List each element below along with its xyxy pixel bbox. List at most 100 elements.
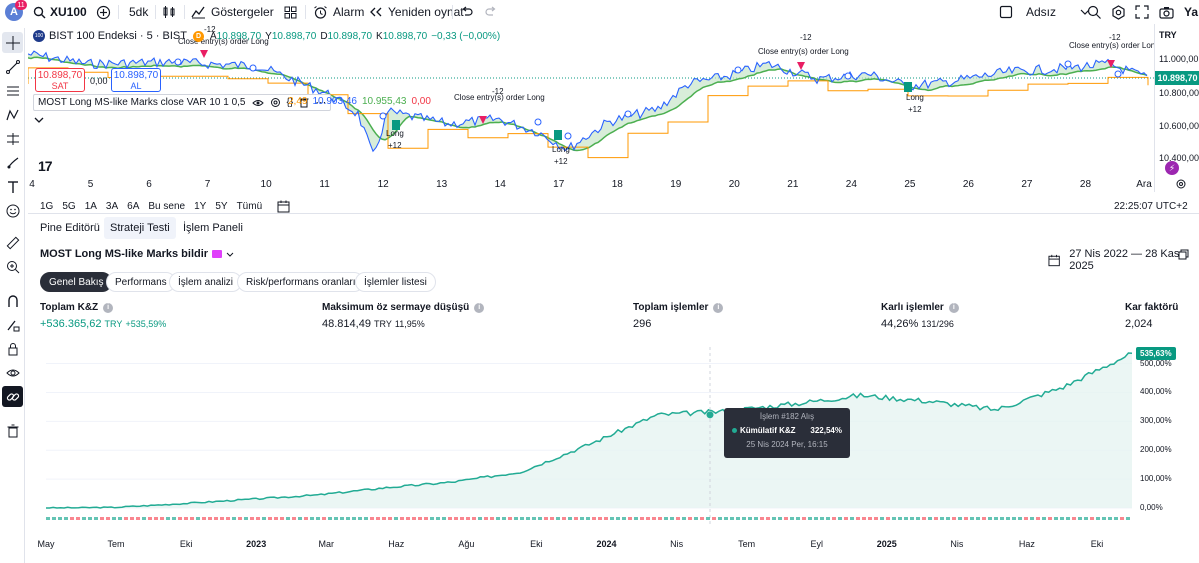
source-code-icon[interactable]: {} [286, 97, 294, 108]
range-5y[interactable]: 5Y [215, 200, 228, 212]
eye-icon[interactable] [251, 98, 264, 108]
indicators-button[interactable]: Göstergeler [191, 0, 274, 24]
trash-icon[interactable] [299, 97, 309, 108]
redo-button[interactable] [485, 0, 498, 24]
quick-search-button[interactable] [1087, 0, 1102, 24]
price-plot[interactable]: Close entry(s) order Long Close entry(s) … [28, 24, 1154, 176]
square-icon [999, 5, 1013, 19]
trendline-tool[interactable] [2, 56, 23, 77]
range-1y[interactable]: 1Y [194, 200, 207, 212]
emoji-tool[interactable] [2, 200, 23, 221]
crosshair-tool[interactable] [2, 32, 23, 53]
calendar-icon[interactable] [277, 200, 290, 213]
info-icon[interactable]: i [474, 302, 485, 313]
trade-bar [706, 517, 710, 520]
range-5d[interactable]: 5G [62, 200, 76, 212]
price-tick: 11.000,00 [1159, 54, 1199, 64]
zoom-tool[interactable] [2, 256, 23, 277]
delete-tool[interactable] [2, 420, 23, 441]
symbol-search[interactable]: XU100 [33, 0, 87, 24]
copy-icon[interactable] [1178, 249, 1189, 260]
fullscreen-button[interactable] [1135, 0, 1149, 24]
equity-x-tick: Eki [179, 539, 193, 549]
chart-type-button[interactable] [162, 0, 176, 24]
trade-bar [580, 517, 584, 520]
range-ytd[interactable]: Bu sene [148, 200, 186, 212]
info-icon[interactable]: i [713, 302, 724, 313]
sell-button[interactable]: 10.898,70 SAT [35, 68, 85, 92]
replay-button[interactable]: Yeniden oynat [369, 0, 464, 24]
draw-mode-tool[interactable] [2, 314, 23, 335]
more-icon[interactable]: ⋯ [315, 97, 327, 109]
time-axis[interactable]: 4 5 6 7 10 11 12 13 14 17 18 19 20 21 24 25 26 27 28 Ara [28, 176, 1154, 192]
info-icon[interactable]: i [103, 302, 114, 313]
snapshot-button[interactable] [1159, 0, 1174, 24]
subtab-overview[interactable]: Genel Bakış [40, 272, 113, 292]
tab-trading-panel[interactable]: İşlem Paneli [183, 222, 243, 234]
price-chart[interactable]: Close entry(s) order Long Close entry(s) … [28, 24, 1199, 192]
sync-drawings-tool[interactable] [2, 386, 23, 407]
visibility-tool[interactable] [2, 362, 23, 383]
trade-bar [376, 517, 380, 520]
trade-bar [994, 517, 998, 520]
price-axis[interactable]: TRY 11.000,00 10.898,70 10.800,00 10.600… [1154, 24, 1199, 192]
forecast-tool[interactable] [2, 128, 23, 149]
magnet-tool[interactable] [2, 290, 23, 311]
interval-button[interactable]: 5dk [129, 5, 149, 19]
subtab-risk-ratios[interactable]: Risk/performans oranları [237, 272, 365, 292]
range-all[interactable]: Tümü [236, 200, 263, 212]
trade-bar [1036, 517, 1040, 520]
trade-bar [496, 517, 500, 520]
range-1d[interactable]: 1G [40, 200, 54, 212]
range-6m[interactable]: 6A [127, 200, 140, 212]
fib-tool[interactable] [2, 80, 23, 101]
layouts-button[interactable] [284, 0, 297, 24]
trade-bar [844, 517, 848, 520]
trade-bar [430, 517, 434, 520]
trade-bar [364, 517, 368, 520]
strategy-selector[interactable]: MOST Long MS-like Marks bildir [40, 248, 234, 260]
text-tool[interactable] [2, 176, 23, 197]
layout-select[interactable]: Adsız [999, 0, 1090, 24]
clock[interactable]: 22:25:07 UTC+2 [1114, 200, 1188, 212]
trade-bar [1078, 517, 1082, 520]
subtab-trade-analysis[interactable]: İşlem analizi [169, 272, 243, 292]
subtab-performance[interactable]: Performans [106, 272, 176, 292]
trade-bar [1042, 517, 1046, 520]
trade-bar [598, 517, 602, 520]
info-icon[interactable]: i [948, 302, 959, 313]
metric-profitable-trades: Karlı işlemler i 44,26% 131/296 [881, 302, 959, 330]
settings-button[interactable] [1111, 0, 1126, 24]
ruler-tool[interactable] [2, 232, 23, 253]
tab-pine-editor[interactable]: Pine Editörü [40, 222, 100, 234]
trade-bar [382, 517, 386, 520]
equity-chart[interactable] [28, 342, 1199, 537]
compare-button[interactable] [96, 0, 111, 24]
gear-icon [1112, 4, 1125, 20]
axis-settings-button[interactable] [1175, 178, 1187, 193]
pattern-tool[interactable] [2, 104, 23, 125]
range-3m[interactable]: 3A [105, 200, 119, 212]
collapse-legend-button[interactable] [33, 114, 45, 128]
brush-tool[interactable] [2, 152, 23, 173]
settings-icon[interactable] [270, 97, 281, 108]
trade-bar [970, 517, 974, 520]
lock-tool[interactable] [2, 338, 23, 359]
tab-strategy-tester[interactable]: Strateji Testi [104, 217, 176, 239]
equity-x-tick: Eki [530, 539, 543, 549]
qty-label: -12 [204, 25, 216, 34]
date-range-selector[interactable]: 27 Nis 2022 — 28 Kas 2025 [1048, 248, 1199, 272]
lightning-icon[interactable]: ⚡ [1165, 161, 1179, 175]
trade-bar [892, 517, 896, 520]
publish-button[interactable]: Ya [1184, 5, 1199, 19]
alarm-button[interactable]: Alarm [313, 0, 364, 24]
undo-button[interactable] [460, 0, 473, 24]
buy-button[interactable]: 10.898,70 AL [111, 68, 161, 92]
trade-bar [526, 517, 530, 520]
trade-bar [322, 517, 326, 520]
trade-bar [136, 517, 140, 520]
subtab-trades-list[interactable]: İşlemler listesi [355, 272, 436, 292]
indicator-legend[interactable]: MOST Long MS-like Marks close VAR 10 1 0… [33, 94, 332, 111]
range-1m[interactable]: 1A [84, 200, 97, 212]
grid-icon [284, 6, 297, 18]
